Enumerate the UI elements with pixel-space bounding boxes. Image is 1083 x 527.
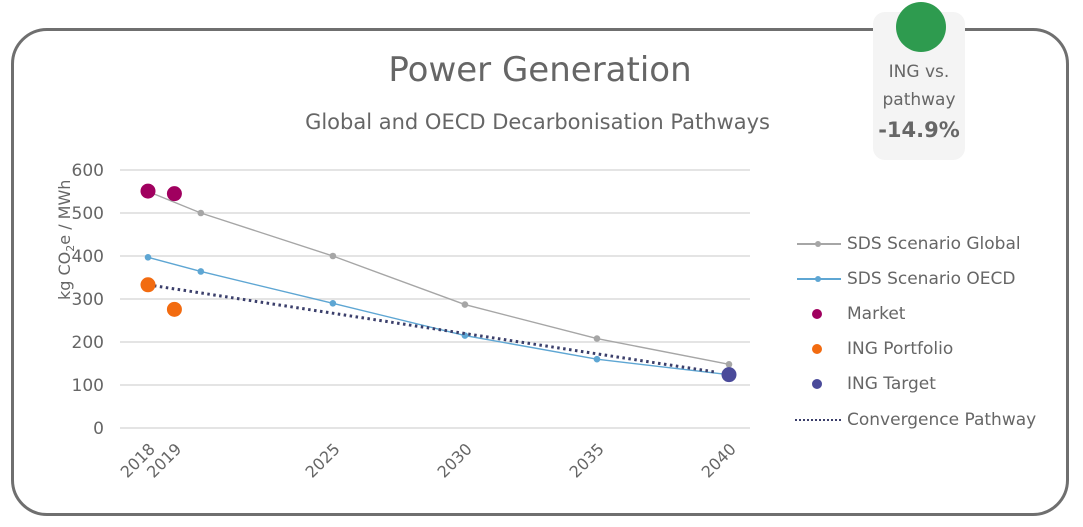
badge-label-line1: ING vs. [888,62,950,82]
data-point [329,252,337,260]
series-market [140,183,182,202]
data-point [166,301,182,317]
series-ing-target [721,367,737,383]
series-convergence-pathway [147,283,717,374]
y-tick-label: 500 [72,204,104,224]
legend-swatch-line-marker [795,236,843,252]
series-ing-portfolio [140,277,182,317]
x-tick-label: 2030 [434,439,476,481]
series-layer [140,183,737,383]
data-point [593,335,601,342]
data-point [144,253,152,261]
data-point [725,361,733,368]
legend-label: SDS Scenario OECD [847,268,1016,289]
series-sds-scenario-oecd [144,253,733,378]
chart-title: Power Generation [388,50,692,90]
y-tick-label: 0 [93,419,104,439]
legend-label: Convergence Pathway [847,409,1037,430]
legend-label: ING Portfolio [847,339,954,360]
legend-label: Market [847,303,906,324]
data-point [140,183,156,199]
legend-label: SDS Scenario Global [847,233,1021,254]
legend-swatch-dot [795,376,843,392]
series-line [147,190,730,366]
badge-label-line2: pathway [882,90,956,110]
legend-item-sds-global[interactable]: SDS Scenario Global [795,226,1036,261]
y-axis-label: kg CO2e / MWh [55,180,77,300]
x-tick-label: 2040 [698,439,740,481]
legend-swatch-dot [795,341,843,357]
data-point [721,367,737,383]
badge-label: ING vs. pathway [873,58,965,114]
legend-swatch-line-marker [795,271,843,287]
data-point [197,268,205,275]
legend-item-market[interactable]: Market [795,296,1036,331]
y-tick-label: 600 [72,161,104,181]
y-tick-label: 300 [72,290,104,310]
y-axis-ticks: 0 100 200 300 400 500 600 [72,161,104,439]
y-tick-label: 400 [72,247,104,267]
chart-legend: SDS Scenario Global SDS Scenario OECD Ma… [795,226,1036,437]
legend-label: ING Target [847,374,936,395]
gridlines [120,169,750,429]
x-tick-label: 2035 [566,439,608,481]
legend-item-ing-portfolio[interactable]: ING Portfolio [795,332,1036,367]
legend-item-ing-target[interactable]: ING Target [795,367,1036,402]
legend-item-sds-oecd[interactable]: SDS Scenario OECD [795,261,1036,296]
legend-item-convergence-pathway[interactable]: Convergence Pathway [795,402,1036,437]
legend-swatch-dot [795,306,843,322]
data-point [593,355,601,363]
y-tick-label: 100 [72,376,104,396]
series-sds-scenario-global [144,188,733,368]
series-line [147,256,730,376]
legend-swatch-dotted-line [795,412,843,428]
badge-value: -14.9% [878,118,960,142]
data-point [140,277,156,293]
data-point [166,186,182,202]
y-tick-label: 200 [72,333,104,353]
chart-subtitle: Global and OECD Decarbonisation Pathways [305,110,770,134]
data-point [329,300,337,307]
status-indicator-dot [896,2,946,52]
series-line [147,283,717,374]
data-point [197,209,205,217]
x-tick-label: 2025 [301,439,343,481]
data-point [461,301,469,308]
